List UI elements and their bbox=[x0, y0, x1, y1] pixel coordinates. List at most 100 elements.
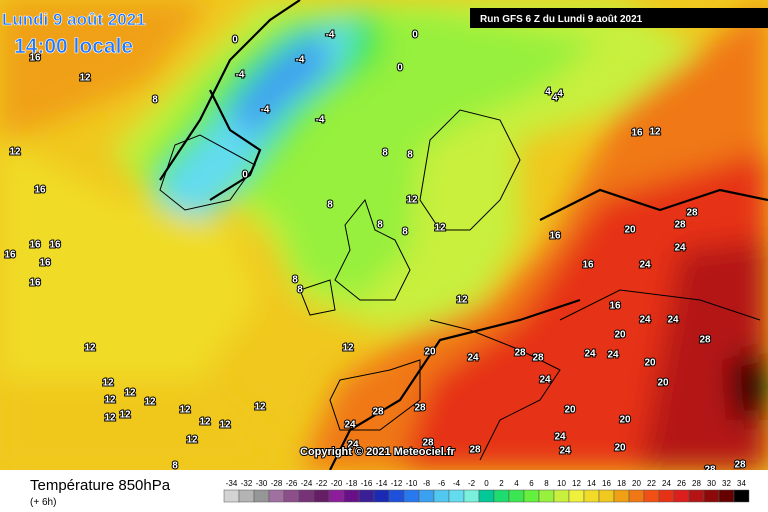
scale-label: 34 bbox=[737, 479, 746, 488]
scale-swatch bbox=[463, 489, 480, 503]
scale-swatch bbox=[388, 489, 405, 503]
scale-swatch bbox=[613, 489, 630, 503]
contour-label: 12 bbox=[84, 343, 96, 354]
contour-label: -4 bbox=[261, 105, 270, 116]
contour-label: 8 bbox=[402, 227, 408, 238]
contour-label: 16 bbox=[49, 240, 61, 251]
scale-swatch bbox=[718, 489, 735, 503]
scale-label: -6 bbox=[438, 479, 446, 488]
contour-label: 28 bbox=[469, 445, 481, 456]
contour-label: 8 bbox=[382, 148, 388, 159]
scale-swatch bbox=[343, 489, 360, 503]
scale-label: 12 bbox=[572, 479, 581, 488]
contour-label: 16 bbox=[631, 128, 643, 139]
contour-label: 8 bbox=[297, 285, 303, 296]
scale-swatch bbox=[508, 489, 525, 503]
contour-label: 12 bbox=[456, 295, 468, 306]
contour-label: 16 bbox=[582, 260, 594, 271]
contour-label: 12 bbox=[649, 127, 661, 138]
contour-label: 20 bbox=[564, 405, 576, 416]
scale-swatch bbox=[553, 489, 570, 503]
scale-label: 8 bbox=[544, 479, 549, 488]
contour-label: 16 bbox=[29, 240, 41, 251]
contour-label: 12 bbox=[102, 378, 114, 389]
scale-swatch bbox=[523, 489, 540, 503]
scale-swatch bbox=[478, 489, 495, 503]
contour-label: 12 bbox=[144, 397, 156, 408]
contour-label: 4 bbox=[557, 89, 563, 100]
scale-swatch bbox=[673, 489, 690, 503]
scale-swatch bbox=[598, 489, 615, 503]
scale-label: -34 bbox=[226, 479, 238, 488]
contour-label: 12 bbox=[124, 388, 136, 399]
contour-label: 24 bbox=[554, 432, 566, 443]
contour-label: -4 bbox=[296, 55, 305, 66]
date-label: Lundi 9 août 2021 bbox=[2, 10, 146, 29]
scale-swatch bbox=[448, 489, 465, 503]
scale-swatch bbox=[268, 489, 285, 503]
scale-label: 20 bbox=[632, 479, 641, 488]
scale-swatch bbox=[358, 489, 375, 503]
contour-label: 28 bbox=[414, 403, 426, 414]
contour-label: 12 bbox=[179, 405, 191, 416]
scale-label: -32 bbox=[241, 479, 253, 488]
contour-label: 12 bbox=[254, 402, 266, 413]
contour-label: 8 bbox=[172, 461, 178, 472]
contour-label: 16 bbox=[549, 231, 561, 242]
scale-swatch bbox=[328, 489, 345, 503]
contour-label: 20 bbox=[619, 415, 631, 426]
scale-label: -30 bbox=[256, 479, 268, 488]
contour-label: 20 bbox=[657, 378, 669, 389]
contour-label: 16 bbox=[34, 185, 46, 196]
contour-label: -4 bbox=[236, 70, 245, 81]
scale-swatch bbox=[493, 489, 510, 503]
scale-label: -18 bbox=[346, 479, 358, 488]
scale-label: -4 bbox=[453, 479, 461, 488]
scale-swatch bbox=[373, 489, 390, 503]
contour-label: 8 bbox=[377, 220, 383, 231]
scale-label: -16 bbox=[361, 479, 373, 488]
contour-label: 20 bbox=[614, 330, 626, 341]
contour-label: 12 bbox=[9, 147, 21, 158]
scale-label: 30 bbox=[707, 479, 716, 488]
run-banner bbox=[470, 8, 768, 28]
contour-label: 24 bbox=[467, 353, 479, 364]
contour-label: 28 bbox=[372, 407, 384, 418]
contour-label: -4 bbox=[316, 115, 325, 126]
contour-label: 28 bbox=[532, 353, 544, 364]
scale-label: 0 bbox=[484, 479, 489, 488]
scale-label: -24 bbox=[301, 479, 313, 488]
contour-label: 24 bbox=[347, 440, 359, 451]
contour-label: 12 bbox=[406, 195, 418, 206]
scale-label: 10 bbox=[557, 479, 566, 488]
contour-label: 28 bbox=[699, 335, 711, 346]
contour-label: 12 bbox=[219, 420, 231, 431]
contour-label: 20 bbox=[614, 443, 626, 454]
contour-label: 28 bbox=[514, 348, 526, 359]
scale-swatch bbox=[568, 489, 585, 503]
contour-label: 24 bbox=[584, 349, 596, 360]
contour-label: 16 bbox=[4, 250, 16, 261]
contour-label: 28 bbox=[674, 220, 686, 231]
scale-label: 2 bbox=[499, 479, 504, 488]
scale-swatch bbox=[418, 489, 435, 503]
scale-label: 6 bbox=[529, 479, 534, 488]
contour-label: 20 bbox=[644, 358, 656, 369]
scale-swatch bbox=[643, 489, 660, 503]
contour-label: 24 bbox=[674, 243, 686, 254]
scale-label: -2 bbox=[468, 479, 476, 488]
contour-label: -4 bbox=[326, 30, 335, 41]
contour-label: 20 bbox=[424, 347, 436, 358]
contour-label: 24 bbox=[639, 260, 651, 271]
contour-label: 16 bbox=[609, 301, 621, 312]
contour-label: 28 bbox=[686, 208, 698, 219]
scale-label: 26 bbox=[677, 479, 686, 488]
time-label: 14:00 locale bbox=[14, 35, 133, 58]
contour-label: 8 bbox=[407, 150, 413, 161]
contour-label: 12 bbox=[186, 435, 198, 446]
contour-label: 12 bbox=[199, 417, 211, 428]
scale-swatch bbox=[298, 489, 315, 503]
contour-label: 8 bbox=[292, 275, 298, 286]
scale-label: 18 bbox=[617, 479, 626, 488]
